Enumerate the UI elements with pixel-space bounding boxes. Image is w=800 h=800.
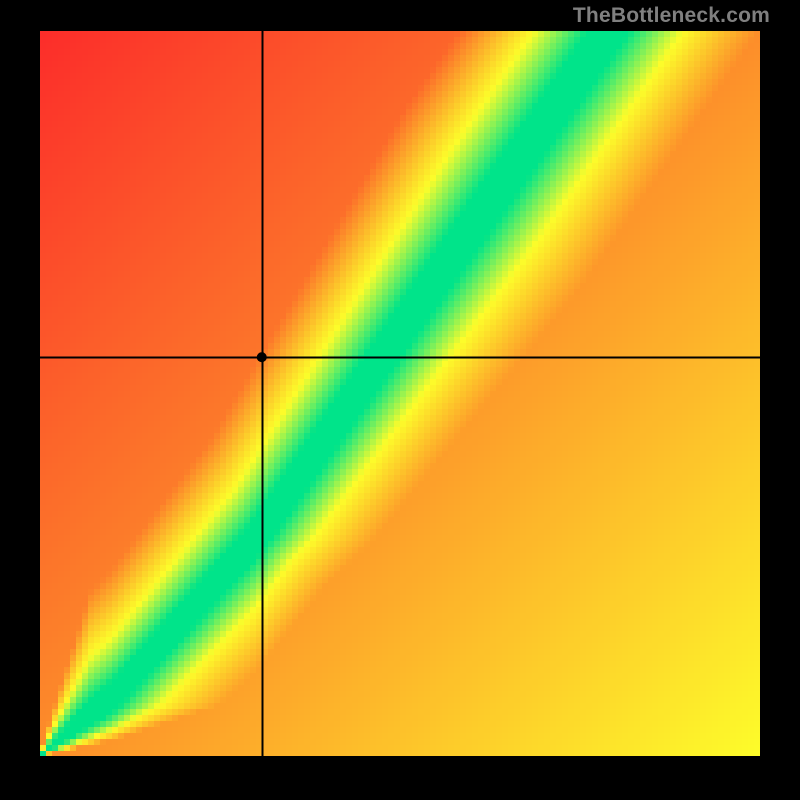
attribution-text: TheBottleneck.com	[573, 4, 770, 28]
figure-root: TheBottleneck.com	[0, 0, 800, 800]
bottleneck-heatmap	[40, 31, 760, 756]
plot-area	[40, 31, 760, 756]
